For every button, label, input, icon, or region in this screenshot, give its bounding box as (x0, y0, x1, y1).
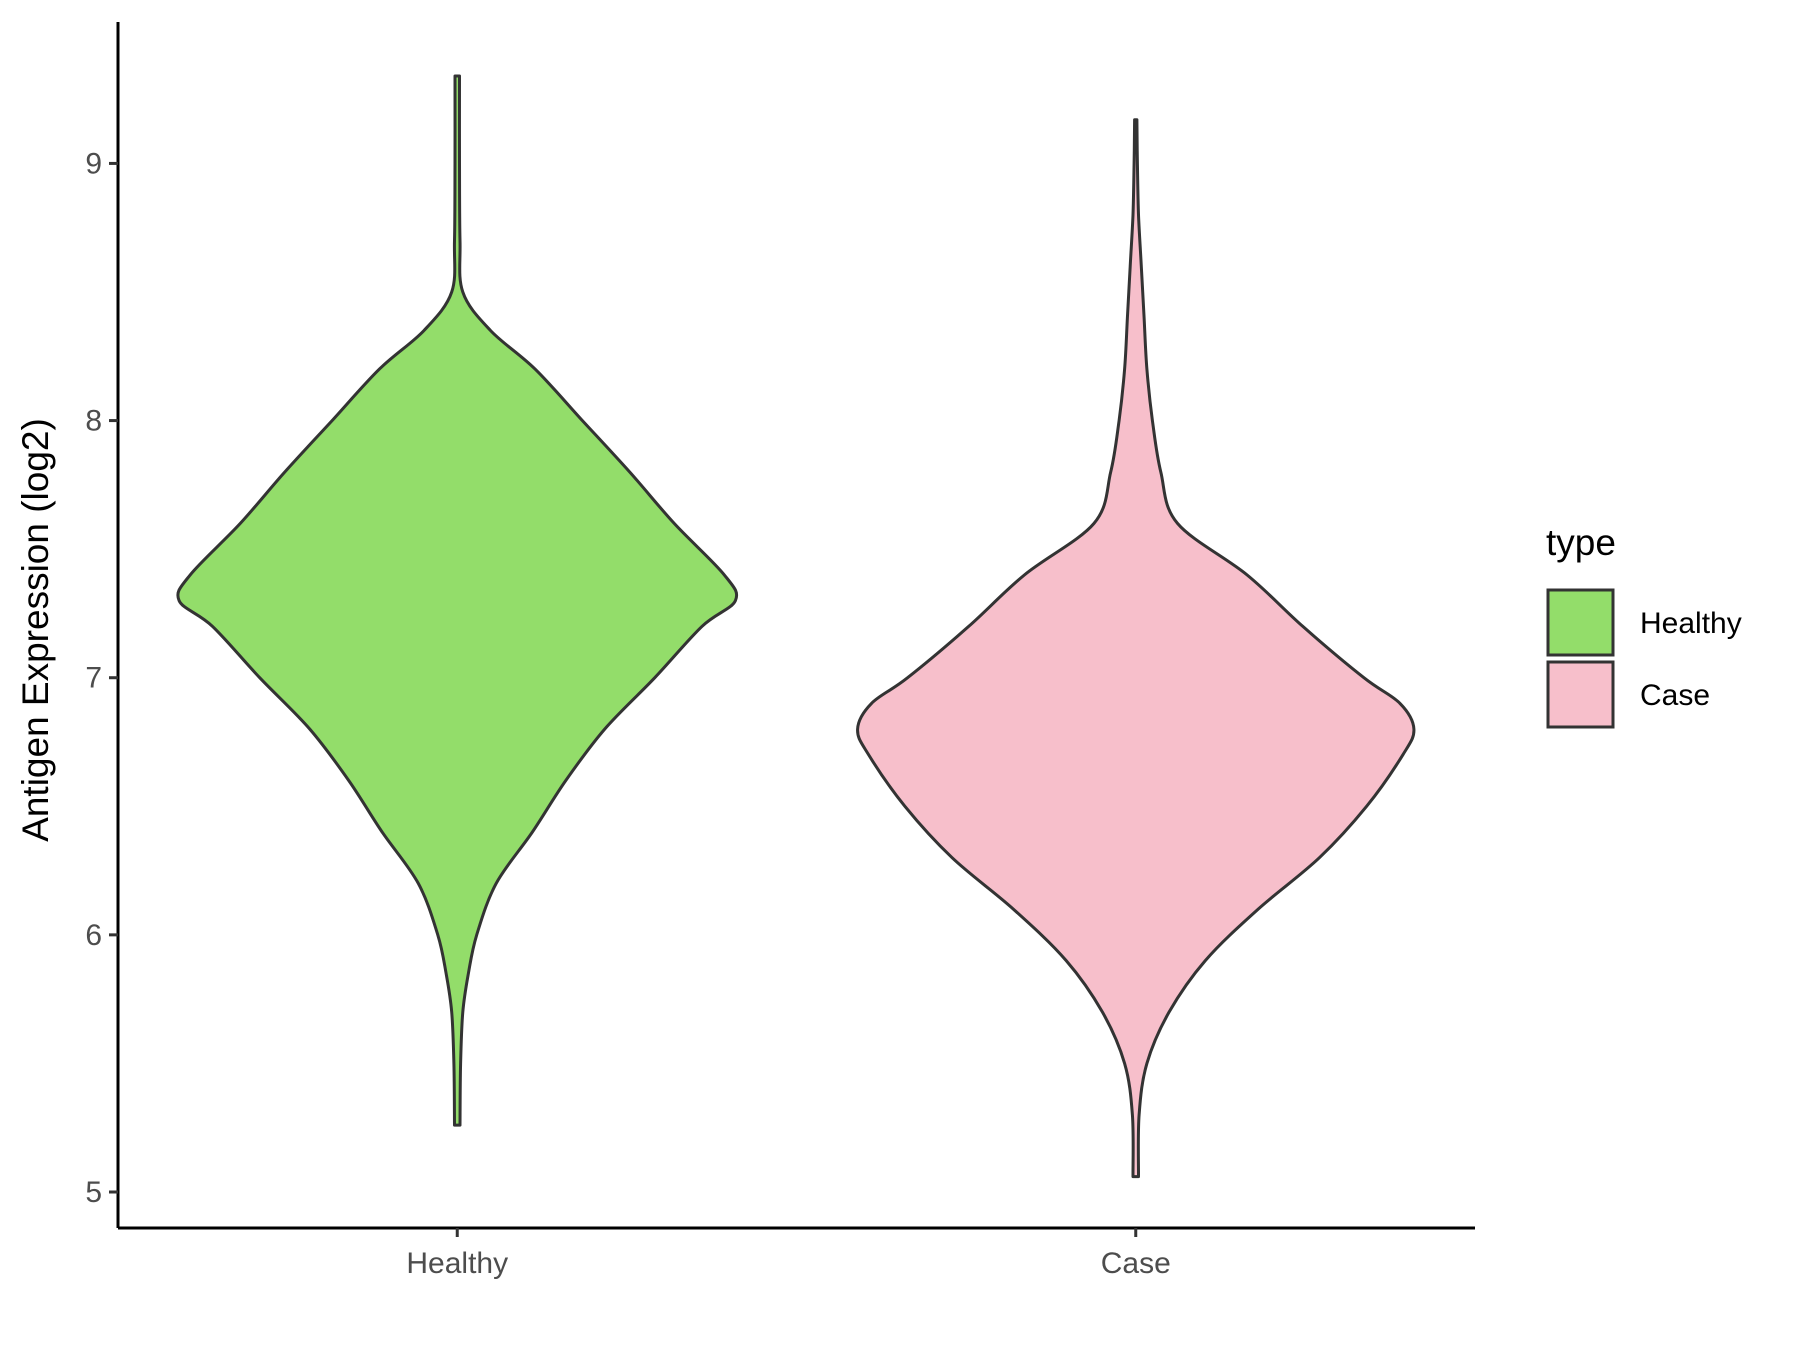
x-tick-label: Healthy (406, 1247, 508, 1280)
y-axis-title: Antigen Expression (log2) (15, 418, 56, 842)
y-tick-label: 7 (85, 662, 102, 695)
violin-healthy (176, 74, 739, 1127)
violin-layer (176, 74, 1416, 1179)
legend-swatch-case (1546, 660, 1615, 729)
y-tick-label: 5 (85, 1176, 102, 1209)
legend-title: type (1546, 522, 1616, 563)
y-tick-label: 9 (85, 147, 102, 180)
legend-label-case: Case (1640, 679, 1710, 712)
axes: 5 6 7 8 9 Healthy Case (85, 22, 1475, 1280)
y-tick-label: 8 (85, 405, 102, 438)
legend: type Healthy Case (1546, 522, 1742, 729)
y-tick-label: 6 (85, 919, 102, 952)
legend-swatch-healthy (1546, 588, 1615, 657)
x-tick-label: Case (1101, 1247, 1171, 1280)
violin-case (856, 118, 1416, 1179)
legend-label-healthy: Healthy (1640, 607, 1742, 640)
